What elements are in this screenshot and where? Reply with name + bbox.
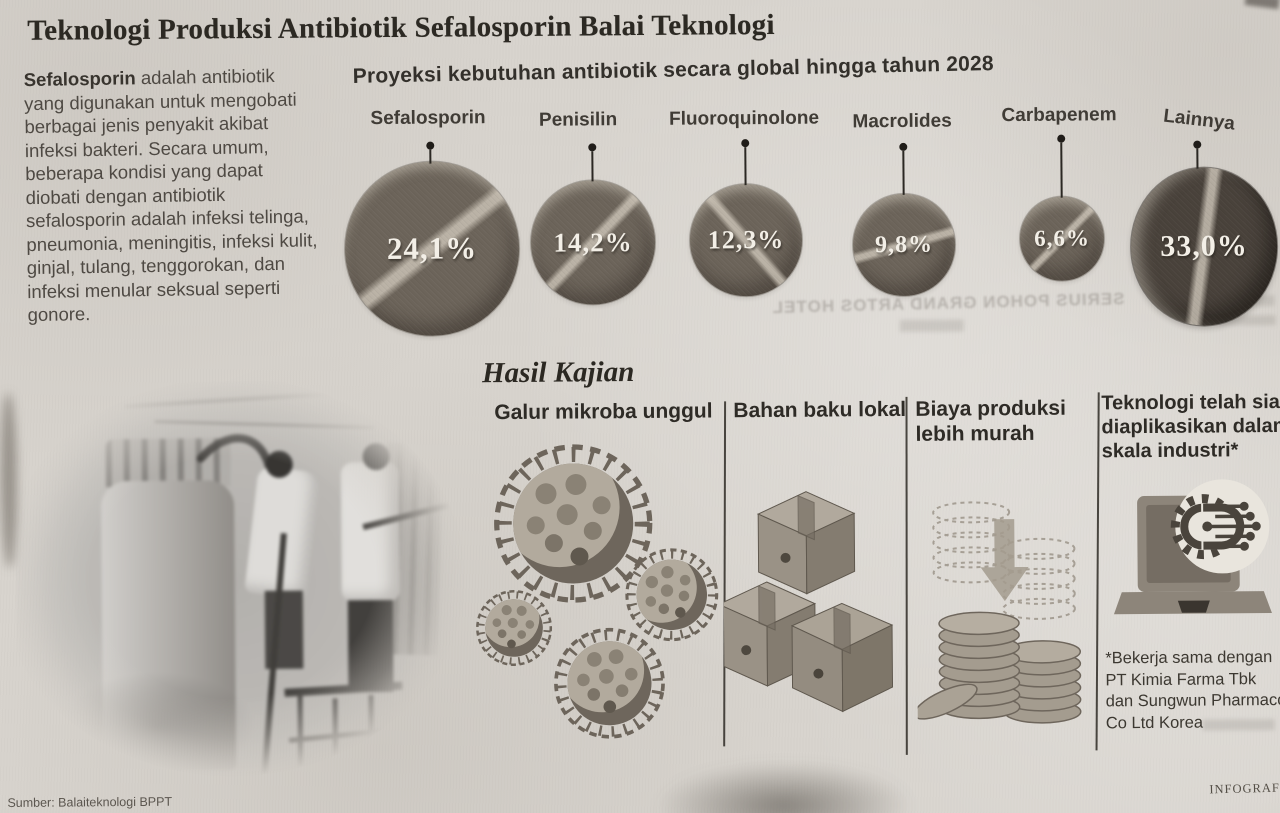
pin-icon <box>741 139 750 186</box>
pin-icon <box>899 142 908 195</box>
photo-platform-leg <box>332 698 339 777</box>
pie-value: 24,1% <box>386 230 478 266</box>
pin-icon <box>1057 134 1066 198</box>
photo-scientist-1-head <box>265 450 293 478</box>
bleed-through-text: SERIUS POHON GRAND ARTOS HOTEL <box>771 289 1125 318</box>
pie-label-fluoroquinolone: Fluoroquinolone <box>669 107 820 130</box>
pie-label-sefalosporin: Sefalosporin <box>370 107 486 130</box>
photo-scientist-2 <box>340 461 400 603</box>
pie-label-penisilin: Penisilin <box>538 109 618 131</box>
intro-text: adalah antibiotik yang digunakan untuk m… <box>23 64 318 326</box>
pie-value: 12,3% <box>707 224 785 255</box>
pie-lainnya: 33,0% <box>1130 166 1278 327</box>
laboratory-photo <box>14 379 492 813</box>
pin-icon <box>426 141 435 164</box>
laptop-gear-icon <box>1113 479 1272 615</box>
pie-value: 6,6% <box>1034 225 1090 251</box>
intro-paragraph: Sefalosporin adalah antibiotik yang digu… <box>24 63 324 326</box>
pie-value: 9,8% <box>874 231 934 258</box>
results-heading: Hasil Kajian <box>481 356 635 390</box>
column-header-biaya-produksi: Biaya produksi lebih murah <box>915 396 1066 446</box>
photo-platform-leg <box>297 695 304 768</box>
photo-platform-leg <box>368 695 375 776</box>
intro-lead: Sefalosporin <box>23 67 136 91</box>
microbes-icon <box>471 442 725 752</box>
pie-label-lainnya: Lainnya <box>1162 105 1237 135</box>
pin-icon <box>1193 140 1202 169</box>
infographic-credit: INFOGRAFIK: I <box>1209 780 1280 797</box>
photo-scientist-2-legs <box>347 599 394 693</box>
pie-carbapenem: 6,6% <box>1019 196 1105 282</box>
photo-hose <box>196 434 276 503</box>
page-title: Teknologi Produksi Antibiotik Sefalospor… <box>27 8 775 47</box>
pie-value: 33,0% <box>1160 229 1248 263</box>
pie-label-macrolides: Macrolides <box>852 110 952 133</box>
boxes-icon <box>722 491 894 713</box>
bleed-through-smudge <box>899 319 964 332</box>
pie-label-carbapenem: Carbapenem <box>1001 104 1117 127</box>
column-header-galur-mikroba: Galur mikroba unggul <box>494 399 713 425</box>
pie-macrolides: 9,8% <box>852 193 956 297</box>
coins-icon <box>915 501 1082 724</box>
footnote: *Bekerja sama dengan PT Kimia Farma Tbk … <box>1105 648 1280 732</box>
column-header-bahan-baku: Bahan baku lokal <box>733 397 907 423</box>
pie-value: 14,2% <box>553 226 633 258</box>
pie-sefalosporin: 24,1% <box>344 160 520 337</box>
pin-icon <box>588 143 597 182</box>
column-divider <box>1095 392 1100 751</box>
ink-smudge <box>653 759 914 813</box>
photo-scientist-2-head <box>362 442 390 471</box>
chart-title: Proyeksi kebutuhan antibiotik secara glo… <box>352 52 995 88</box>
column-header-teknologi-siap: Teknologi telah siap diaplikasikan dalam… <box>1101 390 1280 463</box>
pie-fluoroquinolone: 12,3% <box>689 183 803 297</box>
scan-edge-mark <box>1244 0 1280 10</box>
pie-penisilin: 14,2% <box>530 179 656 305</box>
